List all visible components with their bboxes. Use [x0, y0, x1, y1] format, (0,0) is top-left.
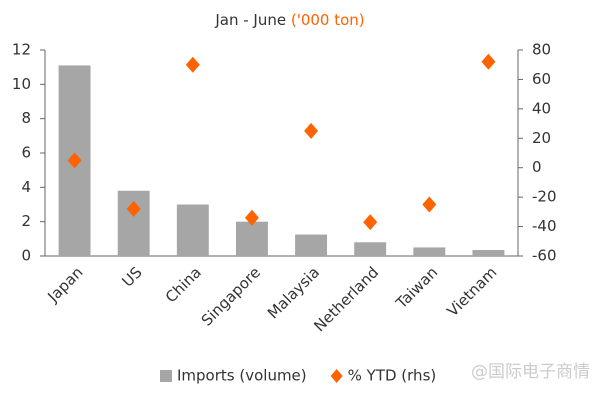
- chart-title: Jan - June ('000 ton): [214, 11, 364, 29]
- legend-swatch: [160, 370, 172, 382]
- y2-tick-label: 80: [532, 41, 551, 59]
- y-tick-label: 12: [12, 41, 31, 59]
- legend-swatch: [330, 369, 343, 383]
- legend-label: % YTD (rhs): [348, 367, 437, 385]
- bar: [117, 190, 150, 256]
- marker: [126, 200, 141, 217]
- y-tick-label: 2: [21, 212, 31, 230]
- x-tick-label: China: [162, 263, 205, 306]
- legend-label: Imports (volume): [177, 367, 307, 385]
- bar: [295, 234, 328, 256]
- marker: [185, 56, 200, 73]
- y-tick-label: 6: [21, 144, 31, 162]
- bar: [472, 249, 505, 256]
- bar: [176, 204, 209, 256]
- marker: [422, 196, 437, 213]
- bar: [354, 242, 387, 256]
- y2-tick-label: -40: [532, 217, 557, 235]
- y-tick-label: 8: [21, 109, 31, 127]
- x-tick-label: Japan: [44, 263, 87, 306]
- marker: [481, 53, 496, 70]
- y2-tick-label: 60: [532, 70, 551, 88]
- x-tick-label: US: [118, 263, 145, 290]
- title-main: Jan - June: [214, 11, 286, 29]
- y2-tick-label: -20: [532, 188, 557, 206]
- marker: [304, 122, 319, 139]
- bar: [235, 221, 268, 256]
- x-tick-label: Malaysia: [264, 263, 323, 322]
- bar: [413, 247, 446, 256]
- x-tick-label: Singapore: [198, 263, 264, 329]
- y2-tick-label: 40: [532, 99, 551, 117]
- y2-tick-label: -60: [532, 247, 557, 265]
- y-tick-label: 10: [12, 75, 31, 93]
- y2-tick-label: 0: [532, 158, 542, 176]
- marker: [363, 214, 378, 231]
- marker: [244, 209, 259, 226]
- y-tick-label: 4: [21, 178, 31, 196]
- marker: [67, 152, 82, 169]
- title-unit: ('000 ton): [291, 11, 365, 29]
- x-tick-label: Taiwan: [392, 263, 442, 313]
- y2-tick-label: 20: [532, 129, 551, 147]
- x-tick-label: Vietnam: [444, 263, 501, 320]
- y-tick-label: 0: [21, 247, 31, 265]
- watermark: @国际电子商情: [471, 362, 590, 382]
